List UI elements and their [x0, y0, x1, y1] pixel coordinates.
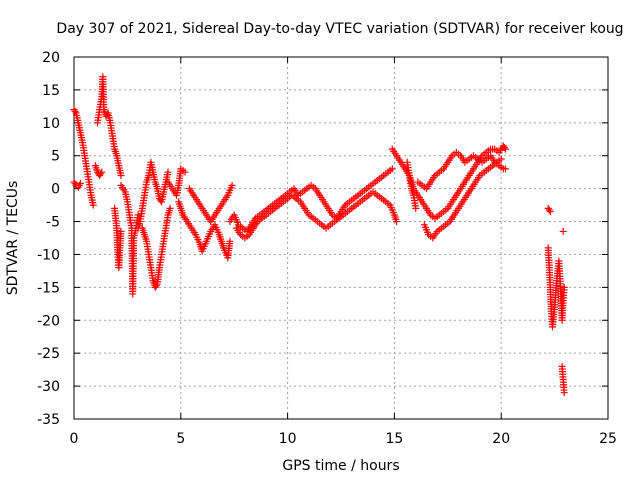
data-point — [546, 208, 554, 216]
y-tick-label: -25 — [37, 346, 60, 362]
data-point — [134, 211, 142, 219]
data-point — [152, 282, 160, 290]
plot-frame — [73, 56, 609, 420]
data-point — [560, 283, 568, 291]
data-point — [98, 168, 106, 176]
data-point — [117, 171, 125, 179]
data-point — [226, 237, 234, 245]
data-point — [497, 155, 505, 163]
data-point — [71, 107, 79, 115]
data-point — [560, 389, 568, 397]
y-tick-label: 10 — [42, 116, 60, 132]
data-point — [76, 179, 84, 187]
y-tick-label: -10 — [37, 247, 60, 263]
data-point — [181, 168, 189, 176]
data-point — [501, 145, 509, 153]
data-point — [545, 206, 553, 214]
x-tick-label: 10 — [279, 431, 297, 447]
x-tick-label: 0 — [70, 431, 79, 447]
y-tick-label: -20 — [37, 313, 60, 329]
data-point — [412, 204, 420, 212]
data-point — [500, 144, 508, 151]
y-tick-label: -30 — [37, 379, 60, 395]
y-tick-label: 5 — [51, 149, 60, 165]
data-point — [501, 165, 509, 173]
data-point — [166, 204, 174, 212]
x-tick-label: 20 — [492, 431, 510, 447]
chart-title: Day 307 of 2021, Sidereal Day-to-day VTE… — [56, 21, 623, 37]
y-tick-label: -5 — [46, 215, 60, 231]
x-tick-label: 15 — [385, 431, 403, 447]
y-tick-label: -15 — [37, 280, 60, 296]
data-point — [117, 227, 125, 235]
data-point — [393, 218, 401, 226]
data-point — [388, 165, 396, 173]
data-point — [228, 181, 236, 189]
y-tick-label: 15 — [42, 83, 60, 99]
y-tick-label: -35 — [37, 412, 60, 428]
axis-ticks: 0 5 10 15 20 25 -35 -30 -25 -20 -15 -10 -5 0 5 10 15 20 — [37, 50, 617, 447]
x-axis-label: GPS time / hours — [282, 458, 399, 474]
y-axis-label: SDTVAR / TECUs — [5, 181, 21, 296]
x-tick-label: 5 — [176, 431, 185, 447]
data-point — [89, 201, 97, 209]
data-points — [70, 73, 568, 397]
data-point — [559, 227, 567, 235]
y-tick-label: 20 — [42, 50, 60, 66]
data-point — [164, 168, 172, 176]
grid-lines — [74, 57, 608, 419]
y-tick-label: 0 — [51, 182, 60, 198]
x-tick-label: 25 — [599, 431, 617, 447]
data-point — [97, 170, 105, 178]
